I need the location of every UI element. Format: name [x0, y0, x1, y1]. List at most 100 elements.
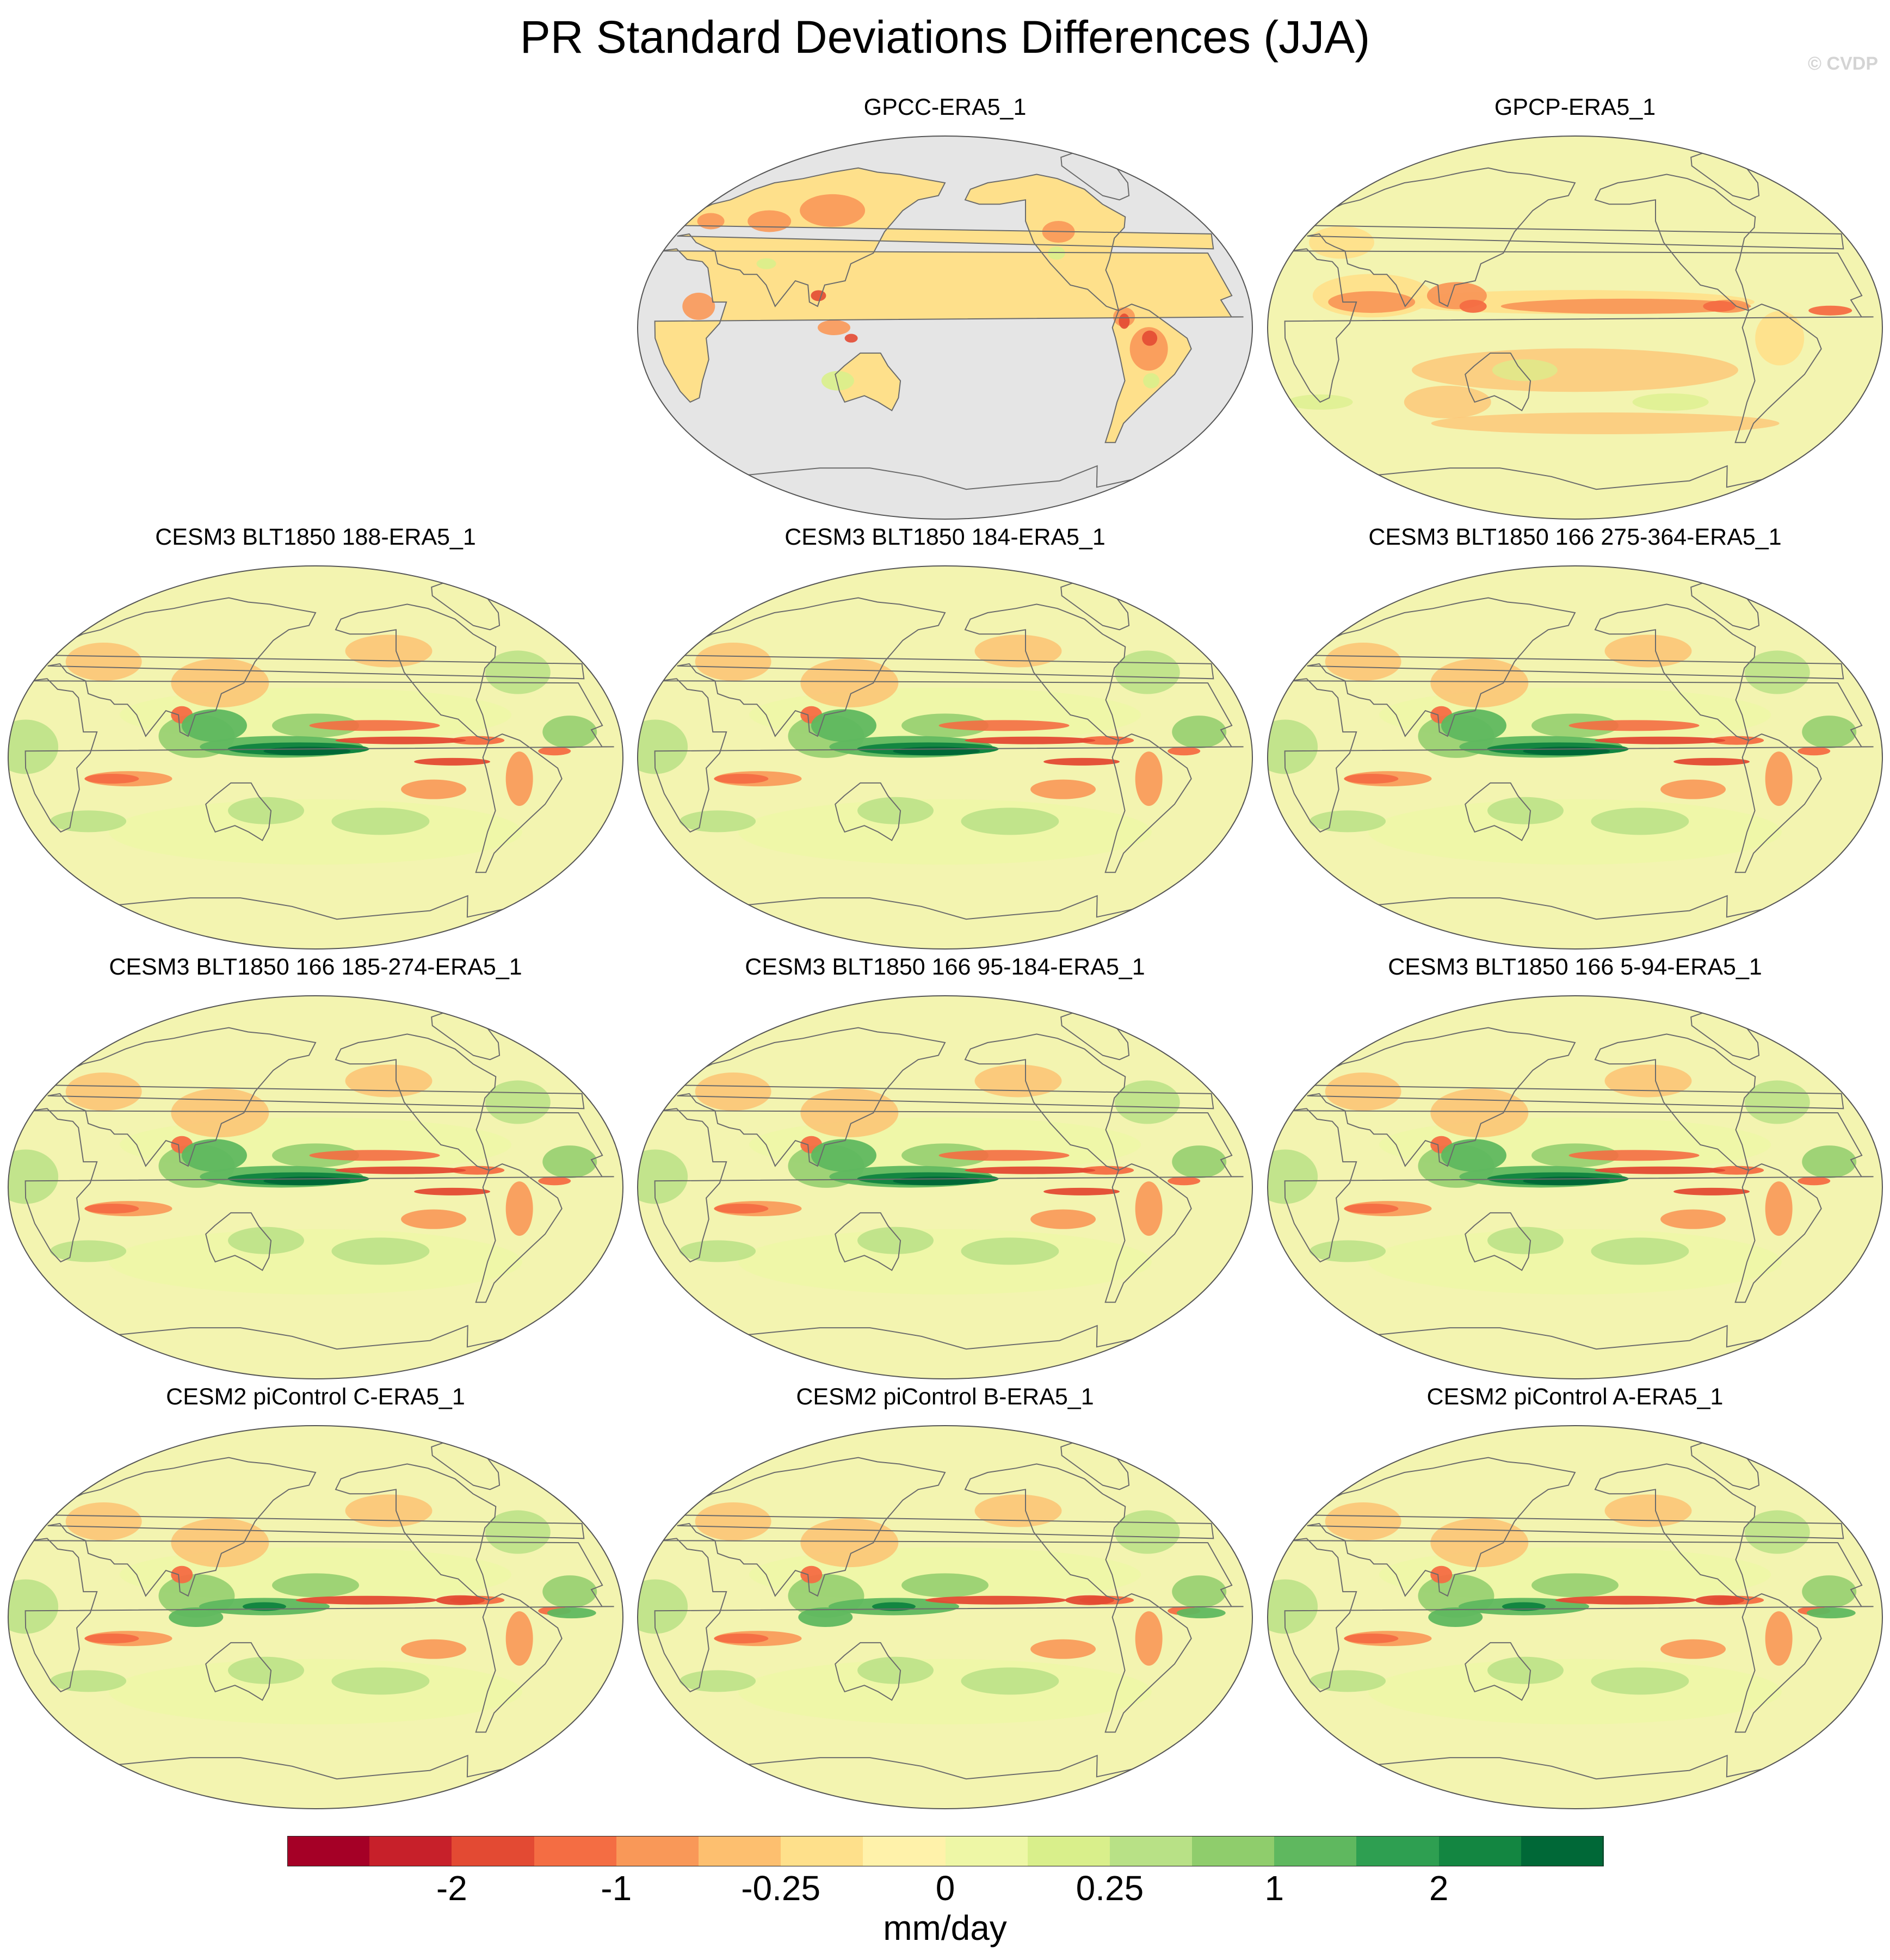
figure-title: PR Standard Deviations Differences (JJA)	[520, 11, 1370, 63]
anomaly-patch	[738, 799, 1152, 865]
anomaly-patch	[1404, 385, 1491, 418]
anomaly-patch	[542, 716, 597, 749]
map-background	[1268, 566, 1882, 949]
anomaly-patch	[295, 1595, 437, 1605]
coastline	[676, 597, 1214, 737]
anomaly-patch	[1660, 1209, 1726, 1229]
coastline	[835, 782, 901, 841]
anomaly-patch	[1043, 1187, 1120, 1195]
coastline	[835, 1212, 901, 1271]
map-outline	[637, 135, 1253, 520]
anomaly-patch	[1765, 751, 1793, 806]
coastline	[24, 1108, 614, 1263]
coastline	[1465, 1212, 1531, 1271]
robinson-map	[8, 995, 623, 1379]
anomaly-patch	[272, 1573, 359, 1598]
anomaly-patch	[961, 1237, 1059, 1265]
anomaly-patch	[1344, 1204, 1399, 1214]
colorbar-box	[1192, 1836, 1275, 1866]
anomaly-patch	[1344, 774, 1399, 784]
coastline	[1284, 248, 1874, 403]
anomaly-patch	[1172, 1575, 1227, 1608]
anomaly-patch	[974, 1064, 1062, 1098]
coastline	[1594, 603, 1756, 742]
anomaly-patch	[263, 1176, 351, 1186]
coastline	[964, 1033, 1126, 1172]
map-outline	[8, 1425, 623, 1809]
panel-title: CESM3 BLT1850 166 95-184-ERA5_1	[745, 954, 1145, 980]
anomaly-patch	[505, 751, 533, 806]
anomaly-patch	[974, 634, 1062, 668]
coastline	[1465, 1642, 1531, 1701]
colorbar-outline	[287, 1836, 1603, 1866]
anomaly-patch	[1703, 300, 1736, 312]
anomaly-patch	[1430, 658, 1529, 708]
anomaly-patch	[857, 1656, 934, 1684]
anomaly-patch	[1368, 1659, 1782, 1724]
anomaly-patch	[1531, 1573, 1619, 1598]
anomaly-patch	[169, 1607, 224, 1627]
anomaly-patch	[65, 643, 142, 681]
anomaly-patch	[1430, 1088, 1529, 1138]
anomaly-patch	[857, 1226, 934, 1254]
coastline	[205, 782, 272, 841]
coastline	[1306, 1457, 1844, 1597]
coastline	[205, 1212, 272, 1271]
anomaly-patch	[542, 1145, 597, 1179]
anomaly-patch	[1065, 1595, 1114, 1605]
anomaly-patch	[1604, 634, 1692, 668]
anomaly-patch	[401, 1209, 467, 1229]
colorbar-box	[698, 1836, 781, 1866]
anomaly-patch	[1430, 1518, 1529, 1568]
anomaly-patch	[345, 1494, 433, 1527]
anomaly-patch	[798, 1607, 853, 1627]
colorbar-box	[781, 1836, 863, 1866]
map-background	[638, 1426, 1252, 1809]
robinson-map	[1267, 135, 1883, 520]
coastline	[1104, 733, 1192, 873]
panel-title: CESM2 piControl C-ERA5_1	[166, 1384, 465, 1410]
coastline	[475, 1163, 563, 1303]
coastline	[1306, 167, 1844, 307]
map-background	[1268, 1426, 1882, 1809]
coastline	[1734, 303, 1822, 443]
anomaly-patch	[1591, 1237, 1689, 1265]
coastline	[24, 678, 614, 833]
anomaly-patch	[1459, 299, 1487, 313]
robinson-map	[1267, 565, 1883, 950]
anomaly-patch	[974, 1494, 1062, 1527]
anomaly-patch	[65, 1073, 142, 1111]
colorbar-tick-label: 1	[1264, 1869, 1284, 1908]
coastline	[654, 1108, 1244, 1263]
coastline	[964, 603, 1126, 742]
colorbar-box	[1356, 1836, 1440, 1866]
anomaly-patch	[1431, 412, 1780, 434]
anomaly-patch	[401, 1639, 467, 1659]
coastline	[676, 1027, 1214, 1167]
anomaly-patch	[171, 1088, 269, 1138]
anomaly-patch	[401, 779, 467, 799]
anomaly-patch	[893, 747, 980, 756]
map-panel: CESM3 BLT1850 166 185-274-ERA5_1	[5, 952, 626, 1382]
colorbar-box	[369, 1836, 452, 1866]
anomaly-patch	[925, 1595, 1067, 1605]
map-background	[1268, 996, 1882, 1379]
coastline	[46, 597, 585, 737]
anomaly-patch	[844, 334, 858, 343]
anomaly-patch	[542, 1575, 597, 1608]
map-panel: CESM3 BLT1850 166 5-94-ERA5_1	[1265, 952, 1885, 1382]
coastline	[1104, 1163, 1192, 1303]
panel-title: CESM2 piControl A-ERA5_1	[1426, 1384, 1724, 1410]
panel-title: CESM3 BLT1850 166 275-364-ERA5_1	[1368, 524, 1782, 550]
coastline	[24, 1538, 614, 1693]
anomaly-patch	[331, 1667, 430, 1695]
anomaly-patch	[547, 1607, 596, 1619]
anomaly-patch	[821, 371, 854, 391]
coastline	[475, 1593, 563, 1733]
anomaly-patch	[1441, 1139, 1506, 1172]
anomaly-patch	[1802, 1575, 1857, 1608]
coastline	[1594, 1033, 1756, 1172]
anomaly-patch	[414, 1187, 491, 1195]
anomaly-patch	[228, 1656, 305, 1684]
anomaly-patch	[450, 1166, 505, 1175]
